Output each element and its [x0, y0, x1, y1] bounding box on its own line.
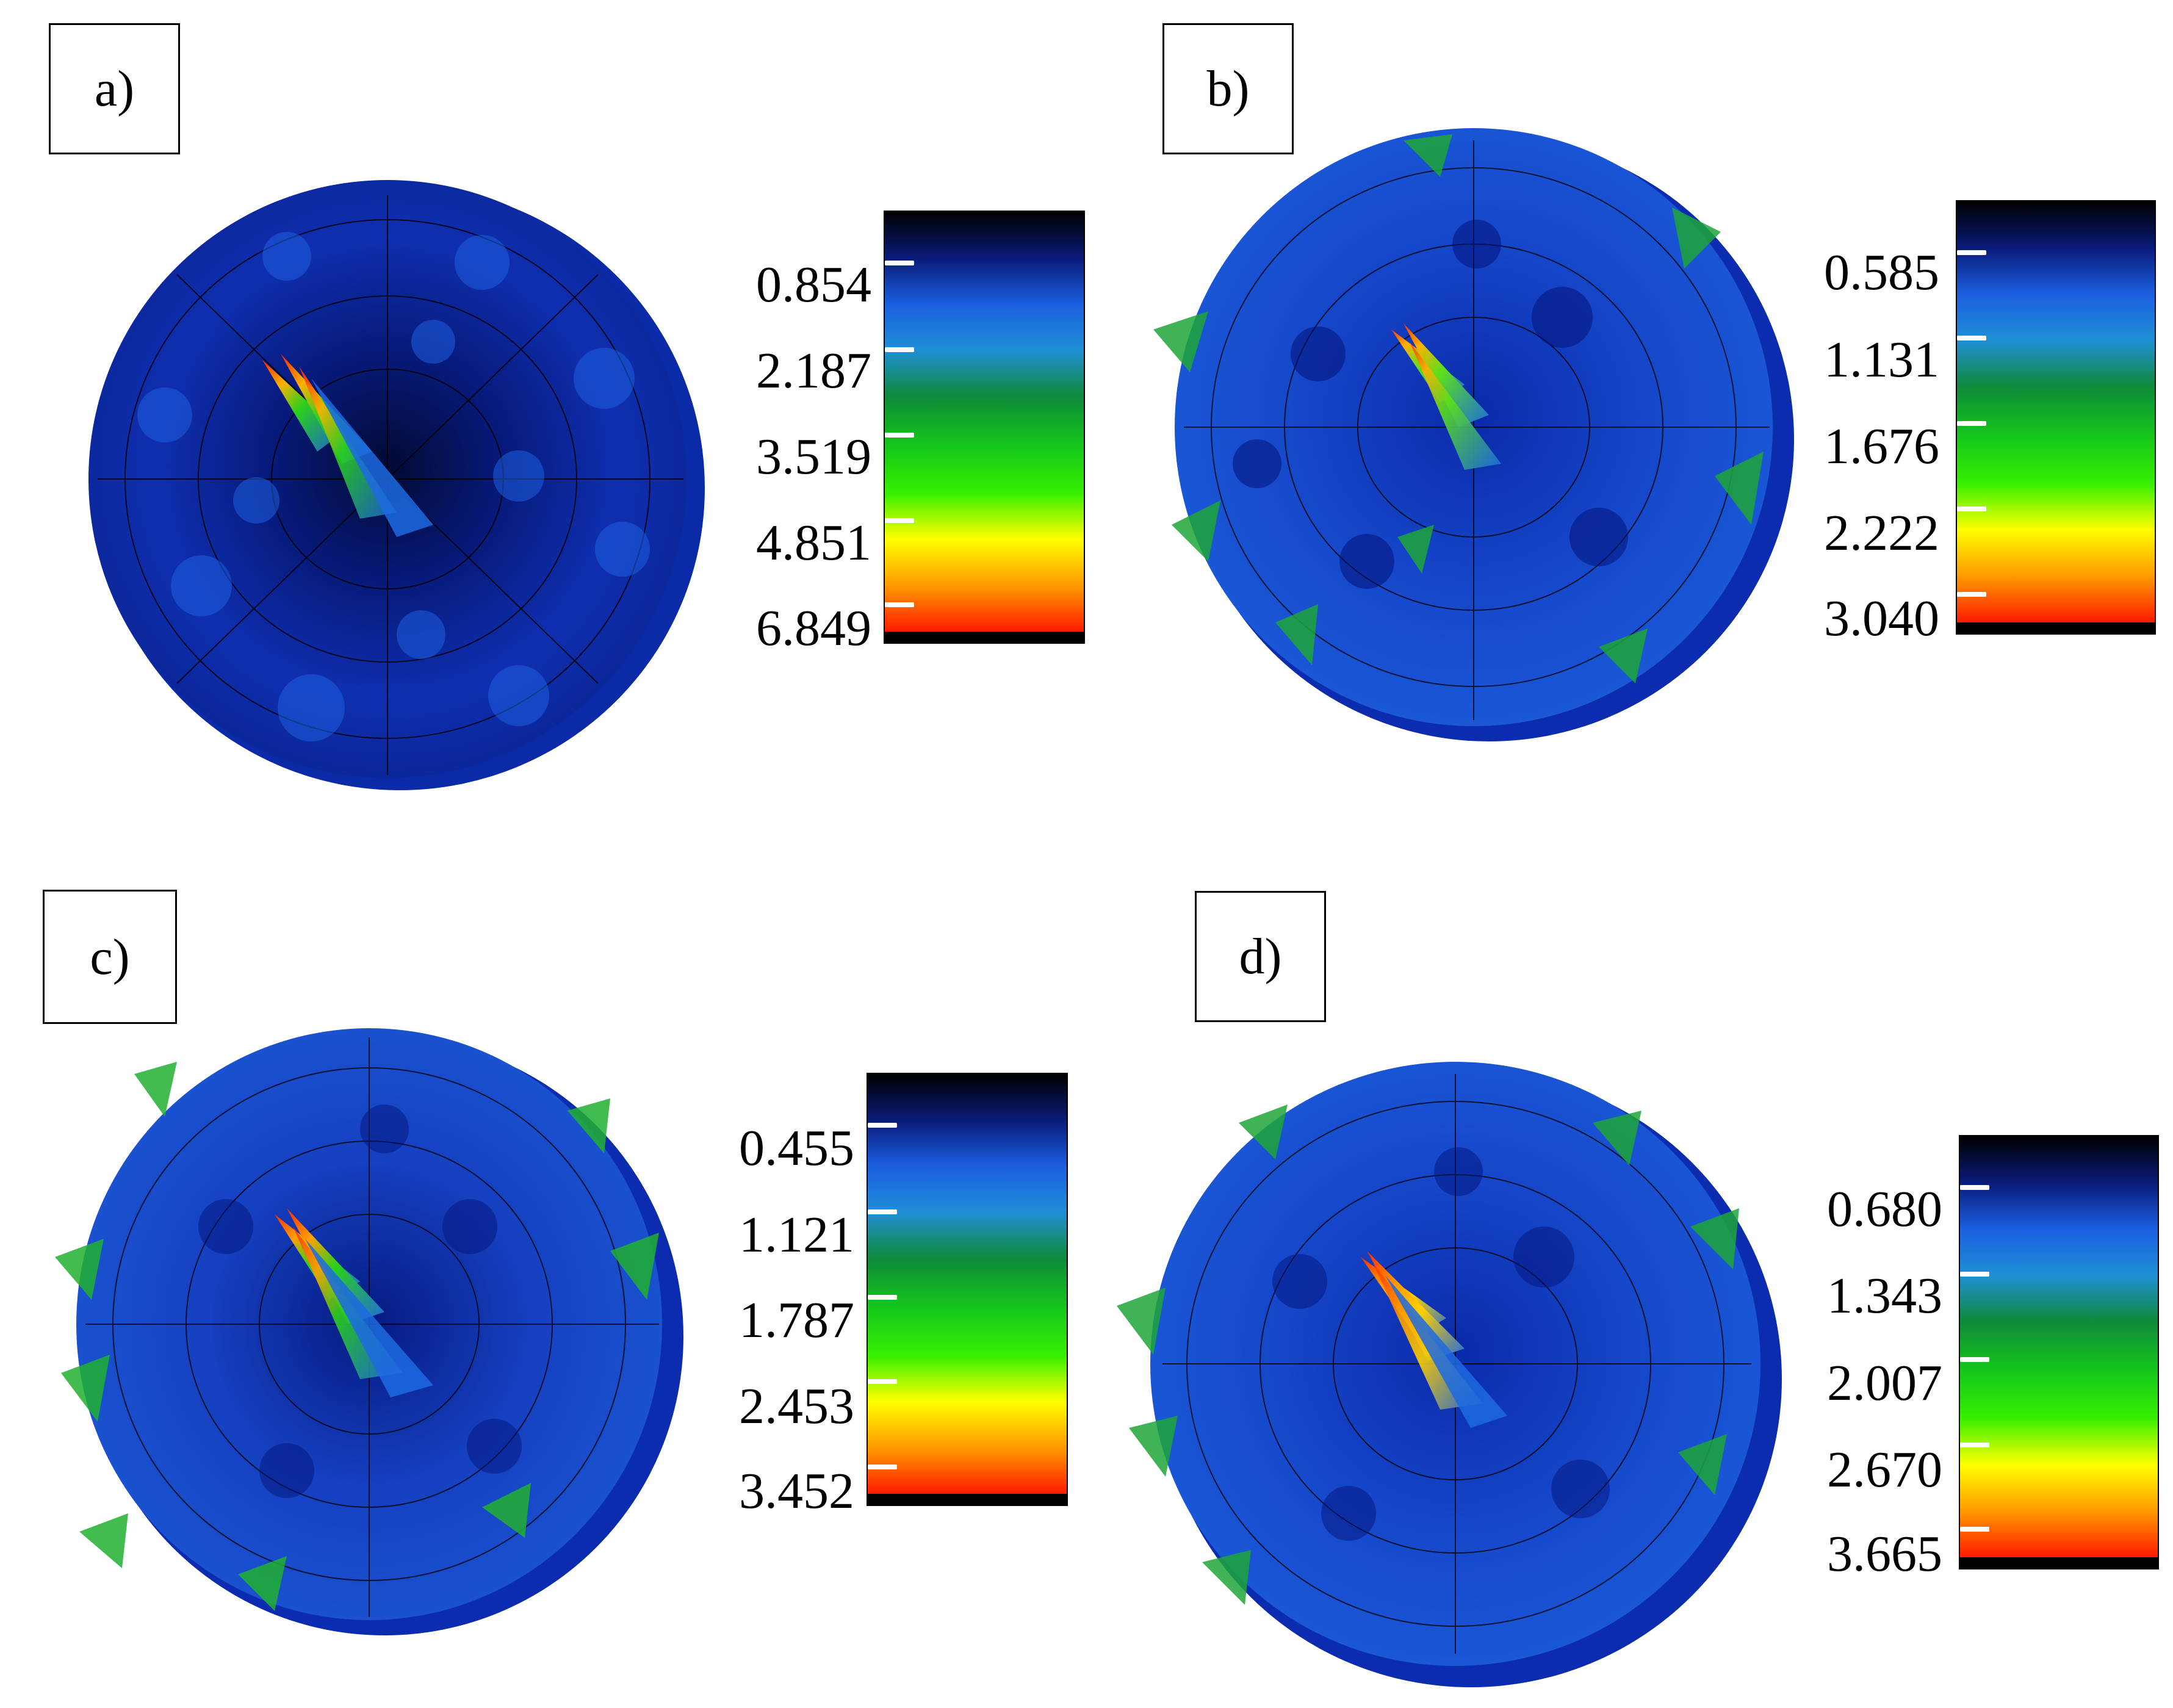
- panel-a-tick-4: [885, 518, 914, 523]
- panel-b-tick-label-1: 0.585: [1824, 244, 1939, 301]
- panel-d-tick-2: [1960, 1272, 1989, 1277]
- panel-b-colorbar-base: [1957, 622, 2155, 633]
- panel-a-surface-blobs: [137, 232, 650, 741]
- panel-b-tick-5: [1957, 592, 1986, 597]
- panel-b-tick-4: [1957, 506, 1986, 511]
- panel-c-tick-2: [868, 1209, 897, 1214]
- panel-d-colorbar: [1959, 1135, 2159, 1569]
- panel-c-surface-plot: [55, 1028, 683, 1635]
- panel-c-label-text: c): [90, 928, 130, 986]
- panel-b-label: b): [1162, 23, 1294, 154]
- panel-c-colorbar-base: [868, 1494, 1067, 1505]
- panel-b-tick-2: [1957, 336, 1986, 341]
- panel-b-surface-blobs: [1233, 220, 1628, 589]
- panel-c-tick-label-3: 1.787: [739, 1292, 854, 1349]
- panel-d-green-edges: [1117, 1104, 1739, 1605]
- panel-d-label-text: d): [1239, 928, 1282, 985]
- panel-a-colorbar-base: [885, 632, 1084, 643]
- panel-c-surface-blobs: [198, 1104, 522, 1498]
- panel-b-colorbar: [1956, 200, 2156, 635]
- panel-b-label-text: b): [1206, 60, 1250, 117]
- panel-d-surface-blobs: [1272, 1147, 1610, 1541]
- panel-c-colorbar-gradient: [868, 1074, 1067, 1494]
- panel-c-tick-label-4: 2.453: [739, 1378, 854, 1435]
- panel-c-colorbar: [867, 1073, 1068, 1506]
- panel-d-tick-label-3: 2.007: [1827, 1355, 1942, 1411]
- panel-c-green-edges: [55, 1062, 659, 1611]
- panel-d-label: d): [1195, 891, 1326, 1022]
- panel-d-tick-label-4: 2.670: [1827, 1441, 1942, 1498]
- panel-a-tick-label-3: 3.519: [756, 428, 871, 485]
- panel-b-tick-label-2: 1.131: [1824, 331, 1939, 388]
- panel-a-colorbar: [884, 211, 1085, 644]
- panel-c-tick-5: [868, 1465, 897, 1469]
- panel-b-green-edges: [1153, 134, 1764, 683]
- panel-a-tick-3: [885, 433, 914, 438]
- panel-a-colorbar-gradient: [885, 212, 1084, 632]
- panel-a-tick-label-5: 6.849: [756, 600, 871, 657]
- panel-c-tick-label-2: 1.121: [739, 1206, 854, 1263]
- panel-c-tick-label-5: 3.452: [739, 1463, 854, 1519]
- panel-d-colorbar-gradient: [1960, 1136, 2158, 1557]
- panel-c-tick-3: [868, 1295, 897, 1300]
- panel-a-tick-1: [885, 261, 914, 265]
- panel-a-peak: [262, 354, 433, 537]
- panel-a-tick-5: [885, 602, 914, 607]
- panel-c-tick-4: [868, 1379, 897, 1384]
- panel-d-tick-5: [1960, 1527, 1989, 1532]
- panel-d-colorbar-base: [1960, 1557, 2158, 1568]
- panel-c-tick-1: [868, 1123, 897, 1128]
- panel-d-tick-1: [1960, 1185, 1989, 1190]
- panel-b-tick-label-5: 3.040: [1824, 590, 1939, 647]
- panel-c-tick-label-1: 0.455: [739, 1120, 854, 1177]
- panel-a-tick-label-2: 2.187: [756, 342, 871, 399]
- panel-a-surface-plot: [88, 180, 705, 790]
- panel-b-peak: [1391, 323, 1501, 470]
- panel-b-tick-3: [1957, 421, 1986, 426]
- panel-a-label-text: a): [94, 60, 135, 117]
- panel-d-tick-label-2: 1.343: [1827, 1267, 1942, 1324]
- panel-c-peak: [275, 1208, 433, 1397]
- panel-a-tick-label-4: 4.851: [756, 514, 871, 571]
- panel-d-peak: [1361, 1251, 1507, 1428]
- panel-c-label: c): [43, 890, 177, 1024]
- panel-b-surface-plot: [1153, 128, 1794, 741]
- panel-a-tick-2: [885, 347, 914, 352]
- panel-b-colorbar-gradient: [1957, 201, 2155, 622]
- panel-d-tick-3: [1960, 1357, 1989, 1362]
- panel-a-tick-label-1: 0.854: [756, 256, 871, 313]
- panel-b-tick-1: [1957, 250, 1986, 255]
- panel-d-tick-4: [1960, 1443, 1989, 1447]
- panel-d-tick-label-5: 3.665: [1827, 1526, 1942, 1582]
- panel-b-tick-label-4: 2.222: [1824, 505, 1939, 561]
- panel-d-tick-label-1: 0.680: [1827, 1181, 1942, 1238]
- panel-b-tick-label-3: 1.676: [1824, 418, 1939, 475]
- panel-d-surface-plot: [1117, 1062, 1782, 1687]
- panel-a-label: a): [49, 23, 180, 154]
